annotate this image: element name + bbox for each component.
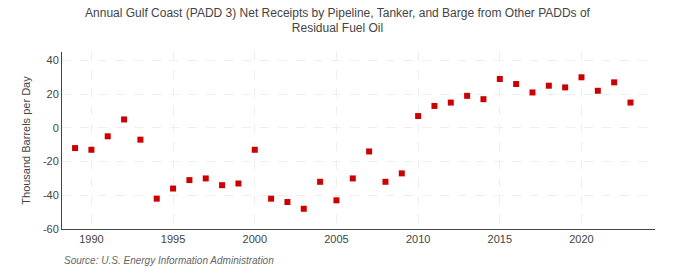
svg-text:20: 20 bbox=[47, 88, 59, 100]
svg-text:Source: U.S. Energy Informatio: Source: U.S. Energy Information Administ… bbox=[64, 255, 274, 266]
svg-text:0: 0 bbox=[53, 122, 59, 134]
svg-text:2005: 2005 bbox=[324, 233, 348, 245]
svg-text:-60: -60 bbox=[43, 223, 59, 235]
svg-text:-20: -20 bbox=[43, 155, 59, 167]
svg-text:1995: 1995 bbox=[161, 233, 185, 245]
svg-text:1990: 1990 bbox=[79, 233, 103, 245]
svg-text:Thousand Barrels per Day: Thousand Barrels per Day bbox=[20, 76, 32, 205]
svg-text:-40: -40 bbox=[43, 189, 59, 201]
svg-text:2015: 2015 bbox=[488, 233, 512, 245]
svg-text:2020: 2020 bbox=[569, 233, 593, 245]
svg-text:2010: 2010 bbox=[406, 233, 430, 245]
svg-text:Annual Gulf Coast (PADD 3) Net: Annual Gulf Coast (PADD 3) Net Receipts … bbox=[85, 6, 591, 36]
svg-text:40: 40 bbox=[47, 54, 59, 66]
svg-text:2000: 2000 bbox=[243, 233, 267, 245]
